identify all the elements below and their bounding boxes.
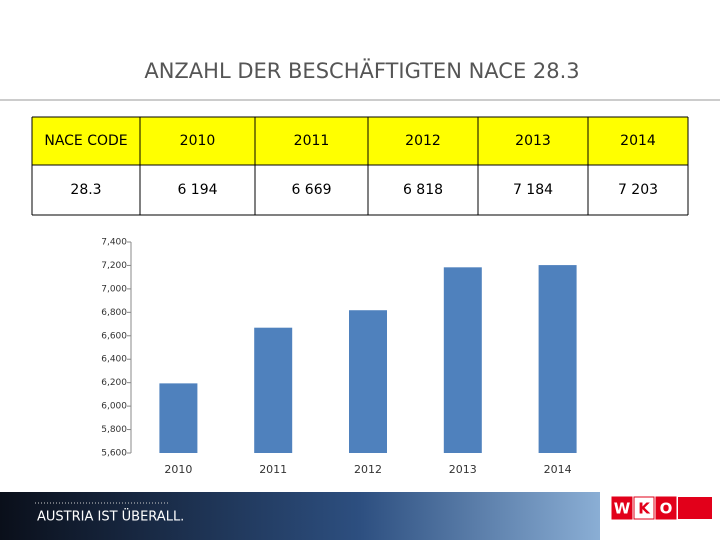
table-cell: 2011 [294, 133, 330, 149]
table-cell: 28.3 [70, 182, 101, 198]
table: NACE CODE 2010 2011 2012 2013 2014 28.3 6 194 6 … [31, 116, 689, 216]
logo-letter: W [614, 500, 631, 518]
table-cell: 7 203 [618, 182, 658, 198]
y-tick-label: 6,400 [101, 355, 127, 365]
logo-letter: O [660, 500, 673, 518]
table-cell: 6 818 [403, 182, 443, 198]
table-cell: 2012 [405, 133, 441, 149]
table-cell: 2010 [180, 133, 216, 149]
footer-slogan: AUSTRIA IST ÜBERALL. [37, 508, 184, 525]
logo-box [611, 496, 633, 520]
table-cell: 7 184 [513, 182, 553, 198]
y-tick-label: 7,200 [101, 261, 127, 271]
bar [538, 265, 577, 453]
table-cell: NACE CODE [44, 133, 127, 149]
chart: 5,600 5,800 6,000 6,200 6,400 6,600 6,800 7,000… [101, 238, 577, 476]
bar [443, 267, 482, 453]
header-row-bg [32, 117, 688, 165]
table-cell: 6 194 [177, 182, 217, 198]
y-tick-label: 6,600 [101, 331, 127, 341]
bar [254, 327, 293, 453]
table-cell: 2014 [620, 133, 656, 149]
y-tick-label: 6,200 [101, 378, 127, 388]
slide-title: ANZAHL DER BESCHÄFTIGTEN NACE 28.3 [144, 58, 579, 83]
x-tick-label: 2014 [544, 463, 572, 476]
y-tick-label: 7,400 [101, 238, 127, 248]
y-tick-label: 6,800 [101, 308, 127, 318]
x-tick-label: 2012 [354, 463, 382, 476]
logo-box [655, 496, 677, 520]
y-tick-label: 5,800 [101, 425, 127, 435]
y-tick-label: 7,000 [101, 284, 127, 294]
y-tick-label: 6,000 [101, 402, 127, 412]
x-tick-label: 2013 [449, 463, 477, 476]
table-cell: 6 669 [291, 182, 331, 198]
logo-letter: K [638, 500, 651, 518]
y-tick-label: 5,600 [101, 449, 127, 459]
bar [159, 383, 198, 453]
bar [349, 310, 387, 453]
logo-box [633, 496, 655, 520]
x-tick-label: 2011 [259, 463, 287, 476]
logo-stripe [678, 497, 712, 519]
x-tick-label: 2010 [164, 463, 192, 476]
table-cell: 2013 [515, 133, 551, 149]
